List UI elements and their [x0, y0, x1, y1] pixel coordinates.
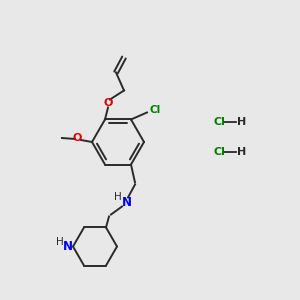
Text: H: H [56, 236, 64, 247]
Text: H: H [237, 117, 246, 127]
Text: Cl: Cl [214, 117, 226, 127]
Text: Cl: Cl [150, 106, 161, 116]
Text: H: H [237, 147, 246, 157]
Text: H: H [114, 191, 122, 202]
Text: N: N [63, 240, 73, 253]
Text: N: N [122, 196, 132, 209]
Text: O: O [72, 133, 82, 143]
Text: O: O [103, 98, 113, 109]
Text: Cl: Cl [214, 147, 226, 157]
